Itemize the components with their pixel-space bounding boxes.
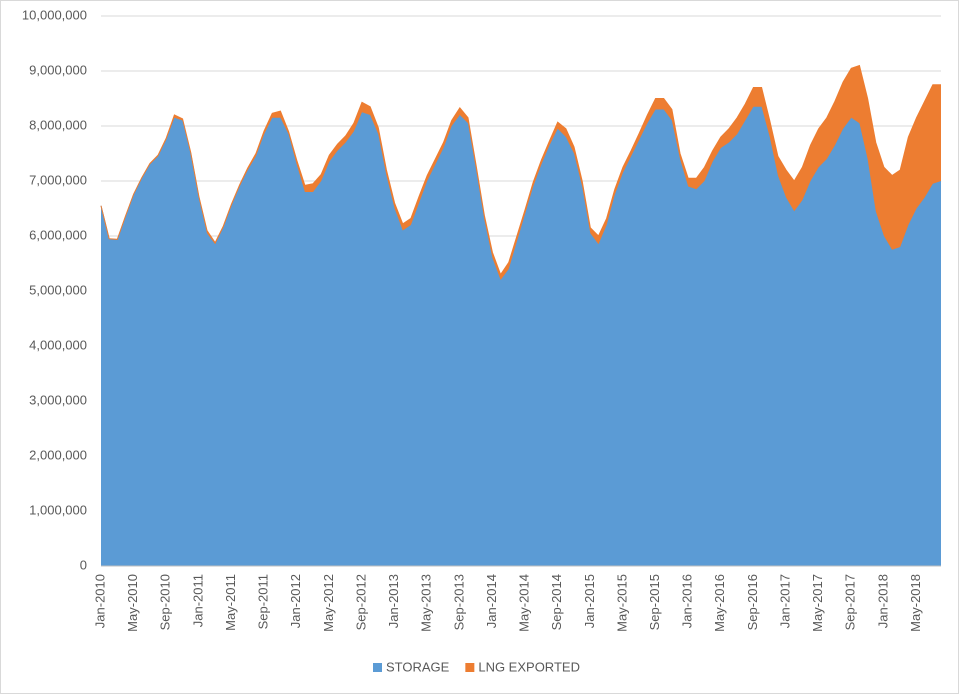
x-tick-label: Sep-2010 <box>158 574 173 630</box>
area-top <box>100 64 941 276</box>
x-tick-label: May-2016 <box>712 574 727 632</box>
x-tick-label: Jan-2010 <box>92 574 107 628</box>
x-tick-label: May-2015 <box>614 574 629 632</box>
area-fill <box>101 65 941 280</box>
x-tick-label: Sep-2016 <box>745 574 760 630</box>
x-tick-label: Jan-2018 <box>875 574 890 628</box>
x-tick-label: May-2010 <box>125 574 140 632</box>
legend-label: LNG EXPORTED <box>478 659 580 674</box>
y-tick-label: 8,000,000 <box>29 117 87 132</box>
area-fill <box>101 106 941 566</box>
y-tick-label: 1,000,000 <box>29 502 87 517</box>
x-tick-label: May-2013 <box>419 574 434 632</box>
x-tick-label: Sep-2012 <box>353 574 368 630</box>
x-tick-label: Sep-2017 <box>843 574 858 630</box>
y-tick-label: 6,000,000 <box>29 227 87 242</box>
y-tick-label: 7,000,000 <box>29 172 87 187</box>
x-tick-label: May-2012 <box>321 574 336 632</box>
x-tick-label: Jan-2017 <box>777 574 792 628</box>
x-tick-label: Sep-2013 <box>451 574 466 630</box>
x-tick-label: May-2011 <box>223 574 238 631</box>
legend-swatch <box>465 663 475 672</box>
x-tick-label: May-2017 <box>810 574 825 632</box>
y-tick-label: 4,000,000 <box>29 337 87 352</box>
x-tick-label: Jan-2014 <box>484 574 499 628</box>
x-tick-label: Jan-2012 <box>288 574 303 628</box>
x-tick-label: Jan-2016 <box>680 574 695 628</box>
x-tick-label: Jan-2015 <box>582 574 597 628</box>
y-tick-label: 5,000,000 <box>29 282 87 297</box>
y-tick-label: 2,000,000 <box>29 447 87 462</box>
x-tick-label: Jan-2013 <box>386 574 401 628</box>
y-tick-label: 3,000,000 <box>29 392 87 407</box>
x-tick-label: Sep-2015 <box>647 574 662 630</box>
x-tick-label: May-2018 <box>908 574 923 632</box>
legend-label: STORAGE <box>386 659 450 674</box>
x-tick-label: Sep-2014 <box>549 574 564 630</box>
x-tick-label: May-2014 <box>517 574 532 632</box>
y-tick-label: 0 <box>80 557 87 572</box>
y-tick-label: 9,000,000 <box>29 62 87 77</box>
y-tick-label: 10,000,000 <box>22 7 87 22</box>
x-tick-label: Jan-2011 <box>190 574 205 627</box>
legend-swatch <box>373 663 382 672</box>
x-tick-label: Sep-2011 <box>256 574 271 629</box>
